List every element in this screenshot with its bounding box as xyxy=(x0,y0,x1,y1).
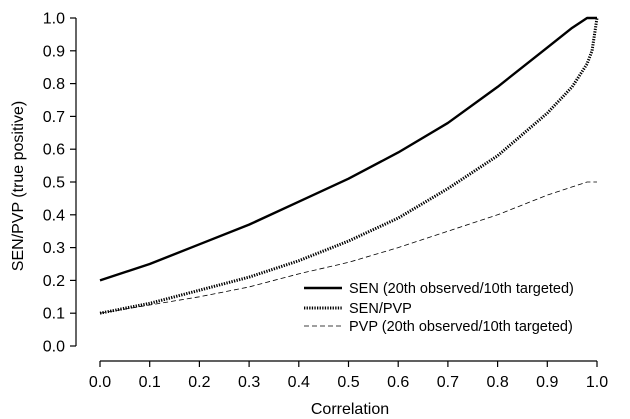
y-tick-label: 0.7 xyxy=(43,109,65,126)
x-tick-label: 0.1 xyxy=(139,374,161,391)
y-tick-label: 0.2 xyxy=(43,273,65,290)
y-tick-label: 0.5 xyxy=(43,175,65,192)
y-tick-label: 0.4 xyxy=(43,207,65,224)
y-tick-label: 0.8 xyxy=(43,76,65,93)
y-tick-label: 0.9 xyxy=(43,43,65,60)
x-tick-label: 1.0 xyxy=(586,374,608,391)
x-tick-label: 0.7 xyxy=(437,374,459,391)
legend-label: SEN/PVP xyxy=(349,301,412,317)
y-ticks: 0.0 0.1 0.2 0.3 0.4 0.5 0.6 0.7 0.8 0.9 1.0 xyxy=(43,11,76,356)
pvp-series-line xyxy=(99,181,597,314)
x-tick-label: 0.9 xyxy=(536,374,558,391)
sen-series-line xyxy=(99,16,597,282)
y-axis-title: SEN/PVP (true positive) xyxy=(10,101,27,271)
x-tick-label: 0.4 xyxy=(288,374,310,391)
y-tick-label: 0.6 xyxy=(43,142,65,159)
x-tick-label: 0.3 xyxy=(238,374,260,391)
y-tick-label: 0.0 xyxy=(43,339,65,356)
y-tick-label: 1.0 xyxy=(43,11,65,28)
x-tick-label: 0.2 xyxy=(188,374,210,391)
x-tick-label: 0.8 xyxy=(486,374,508,391)
y-tick-label: 0.1 xyxy=(43,306,65,323)
x-ticks: 0.0 0.1 0.2 0.3 0.4 0.5 0.6 0.7 0.8 0.9 1.0 xyxy=(89,361,608,391)
x-tick-label: 0.0 xyxy=(89,374,111,391)
sen-pvp-series-line xyxy=(99,17,599,315)
legend: SEN (20th observed/10th targeted) SEN/PVP… xyxy=(304,281,574,335)
series-layer xyxy=(99,16,599,315)
x-tick-label: 0.5 xyxy=(337,374,359,391)
legend-label: PVP (20th observed/10th targeted) xyxy=(349,319,573,335)
x-axis-title: Correlation xyxy=(311,401,389,418)
y-tick-label: 0.3 xyxy=(43,240,65,257)
legend-label: SEN (20th observed/10th targeted) xyxy=(349,281,574,297)
x-tick-label: 0.6 xyxy=(387,374,409,391)
